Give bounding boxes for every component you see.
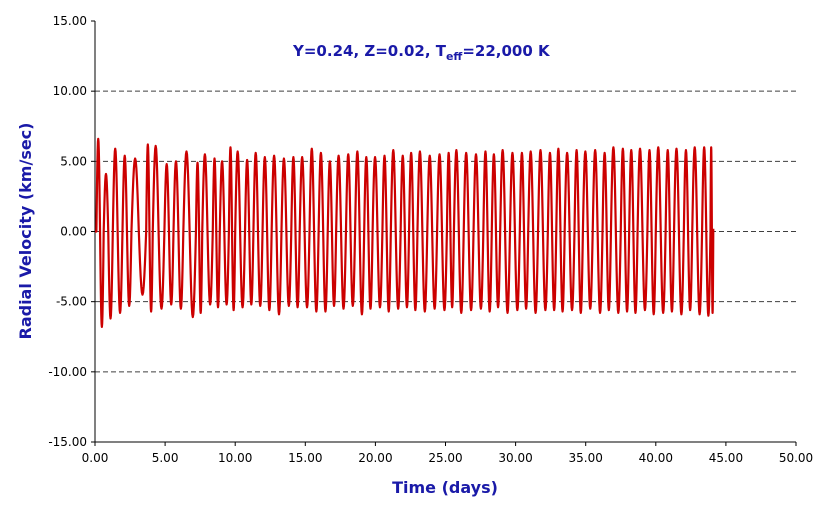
y-tick-label: -15.00 — [48, 435, 87, 449]
y-tick-label: 5.00 — [60, 154, 87, 168]
x-tick-label: 35.00 — [569, 451, 603, 465]
chart-title: Y=0.24, Z=0.02, Teff=22,000 K — [292, 42, 551, 63]
x-tick-label: 40.00 — [639, 451, 673, 465]
y-tick-label: 10.00 — [53, 84, 87, 98]
x-tick-label: 0.00 — [82, 451, 109, 465]
chart-title-subscript: eff — [446, 50, 462, 63]
chart-title-suffix: =22,000 K — [462, 42, 551, 60]
x-tick-labels: 0.00 5.00 10.00 15.00 20.00 25.00 30.00 35.00 40… — [82, 451, 814, 465]
chart-title-main: Y=0.24, Z=0.02, T — [292, 42, 447, 60]
y-tick-label: -5.00 — [56, 295, 87, 309]
x-tick-label: 15.00 — [288, 451, 322, 465]
x-tick-label: 30.00 — [498, 451, 532, 465]
series-layer — [95, 137, 715, 329]
y-tick-label: 0.00 — [60, 225, 87, 239]
x-tick-label: 45.00 — [709, 451, 743, 465]
x-tick-label: 20.00 — [358, 451, 392, 465]
x-tick-label: 50.00 — [779, 451, 813, 465]
y-axis-title: Radial Velocity (km/sec) — [16, 123, 35, 340]
x-tick-label: 5.00 — [152, 451, 179, 465]
y-tick-labels: 15.00 10.00 5.00 0.00 -5.00 -10.00 -15.00 — [48, 14, 87, 449]
y-tick-label: -10.00 — [48, 365, 87, 379]
x-tick-label: 25.00 — [428, 451, 462, 465]
x-tick-label: 10.00 — [218, 451, 252, 465]
series-line — [95, 137, 715, 329]
x-axis-title: Time (days) — [392, 478, 498, 497]
y-tick-label: 15.00 — [53, 14, 87, 28]
